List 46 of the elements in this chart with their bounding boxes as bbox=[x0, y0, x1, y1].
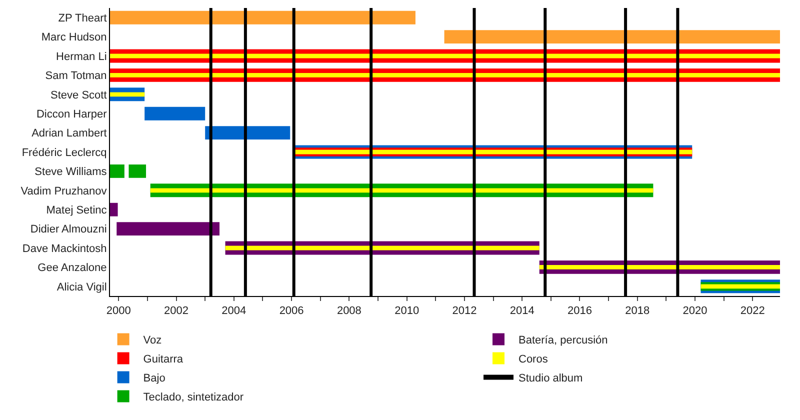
y-tick-label: Frédéric Leclercq bbox=[22, 146, 107, 159]
x-tick-label: 2008 bbox=[336, 305, 362, 318]
bar bbox=[444, 30, 780, 44]
bar bbox=[116, 222, 220, 236]
legend-label: Bajo bbox=[143, 372, 166, 385]
x-tick-label: 2012 bbox=[452, 305, 477, 318]
y-tick-label: Vadim Pruzhanov bbox=[20, 185, 108, 198]
y-tick-label: Gee Anzalone bbox=[38, 262, 107, 274]
legend-label: Voz bbox=[143, 334, 162, 347]
bar bbox=[110, 164, 124, 178]
x-tick-label: 2010 bbox=[394, 305, 420, 318]
x-tick-label: 2022 bbox=[740, 305, 765, 318]
bar bbox=[539, 264, 780, 270]
y-tick-label: Diccon Harper bbox=[36, 108, 108, 120]
y-tick-label: Adrian Lambert bbox=[32, 128, 107, 140]
x-tick-label: 2016 bbox=[567, 305, 592, 318]
legend-label: Coros bbox=[518, 354, 548, 366]
x-tick-label: 2002 bbox=[164, 305, 189, 318]
x-tick-label: 2006 bbox=[279, 305, 304, 318]
y-tick-label: ZP Theart bbox=[58, 12, 107, 24]
y-tick-label: Steve Scott bbox=[50, 89, 107, 102]
legend-label: Guitarra bbox=[143, 354, 184, 366]
x-tick-label: 2014 bbox=[510, 305, 534, 318]
bar bbox=[128, 164, 146, 178]
y-tick-label: Marc Hudson bbox=[41, 32, 107, 44]
bar bbox=[110, 92, 145, 97]
bar bbox=[205, 126, 290, 140]
y-tick-label: Herman Li bbox=[56, 50, 107, 63]
y-tick-label: Alicia Vigil bbox=[56, 281, 107, 294]
y-tick-label: Sam Totman bbox=[45, 70, 107, 82]
x-tick-label: 2018 bbox=[625, 305, 650, 318]
bar bbox=[150, 188, 654, 193]
x-tick-label: 2004 bbox=[222, 305, 246, 318]
y-tick-label: Dave Mackintosh bbox=[22, 242, 107, 255]
legend-label: Batería, percusión bbox=[518, 334, 608, 347]
legend-label: Studio album bbox=[518, 372, 583, 385]
bar bbox=[110, 202, 118, 216]
x-tick-label: 2020 bbox=[682, 305, 708, 318]
bar bbox=[144, 106, 206, 120]
y-tick-label: Steve Williams bbox=[34, 166, 108, 178]
y-tick-label: Matej Setinc bbox=[46, 204, 108, 216]
x-tick-label: 2000 bbox=[106, 305, 131, 318]
bar bbox=[110, 72, 780, 78]
legend-label: Teclado, sintetizador bbox=[143, 392, 244, 404]
y-tick-label: Didier Almouzni bbox=[30, 224, 107, 236]
bar bbox=[110, 10, 416, 24]
